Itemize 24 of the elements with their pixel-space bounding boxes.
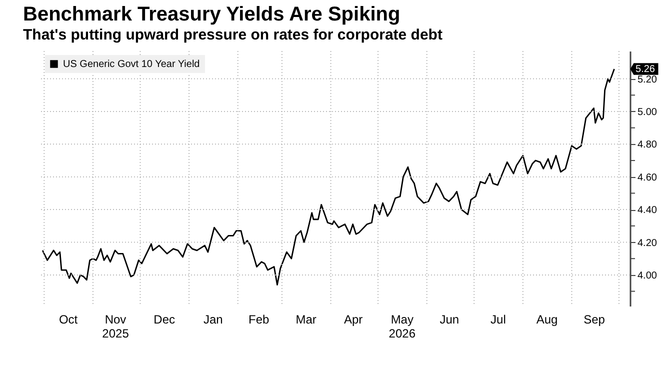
- x-tick-label: Dec: [154, 312, 176, 326]
- x-tick-label: Jul: [490, 312, 506, 326]
- x-tick-label: Feb: [248, 312, 270, 326]
- y-tick-label: 4.20: [638, 238, 658, 249]
- chart-title: Benchmark Treasury Yields Are Spiking: [23, 4, 400, 26]
- x-tick-label: Nov 2025: [102, 312, 130, 340]
- x-tick-label: Oct: [58, 312, 78, 326]
- x-tick-label: Jun: [440, 312, 460, 326]
- line-series: [42, 68, 615, 286]
- y-tick-label: 5.20: [638, 74, 658, 86]
- y-tick-label: 5.00: [638, 106, 658, 118]
- legend-label: US Generic Govt 10 Year Yield: [63, 59, 200, 70]
- x-tick-label: Jan: [203, 312, 223, 326]
- y-tick-label: 4.80: [638, 140, 658, 151]
- x-tick-label: Apr: [344, 312, 363, 326]
- annotation: 5.26: [636, 64, 656, 75]
- y-tick-label: 4.60: [638, 172, 658, 184]
- x-tick-label: Mar: [296, 312, 316, 326]
- x-tick-label: May 2026: [388, 312, 416, 340]
- y-tick-label: 4.40: [638, 205, 658, 216]
- x-tick-label: Sep: [584, 312, 606, 326]
- y-tick-label: 4.00: [638, 270, 658, 282]
- chart-subtitle: That's putting upward pressure on rates for corporate debt: [23, 26, 442, 44]
- x-tick-label: Aug: [536, 312, 558, 326]
